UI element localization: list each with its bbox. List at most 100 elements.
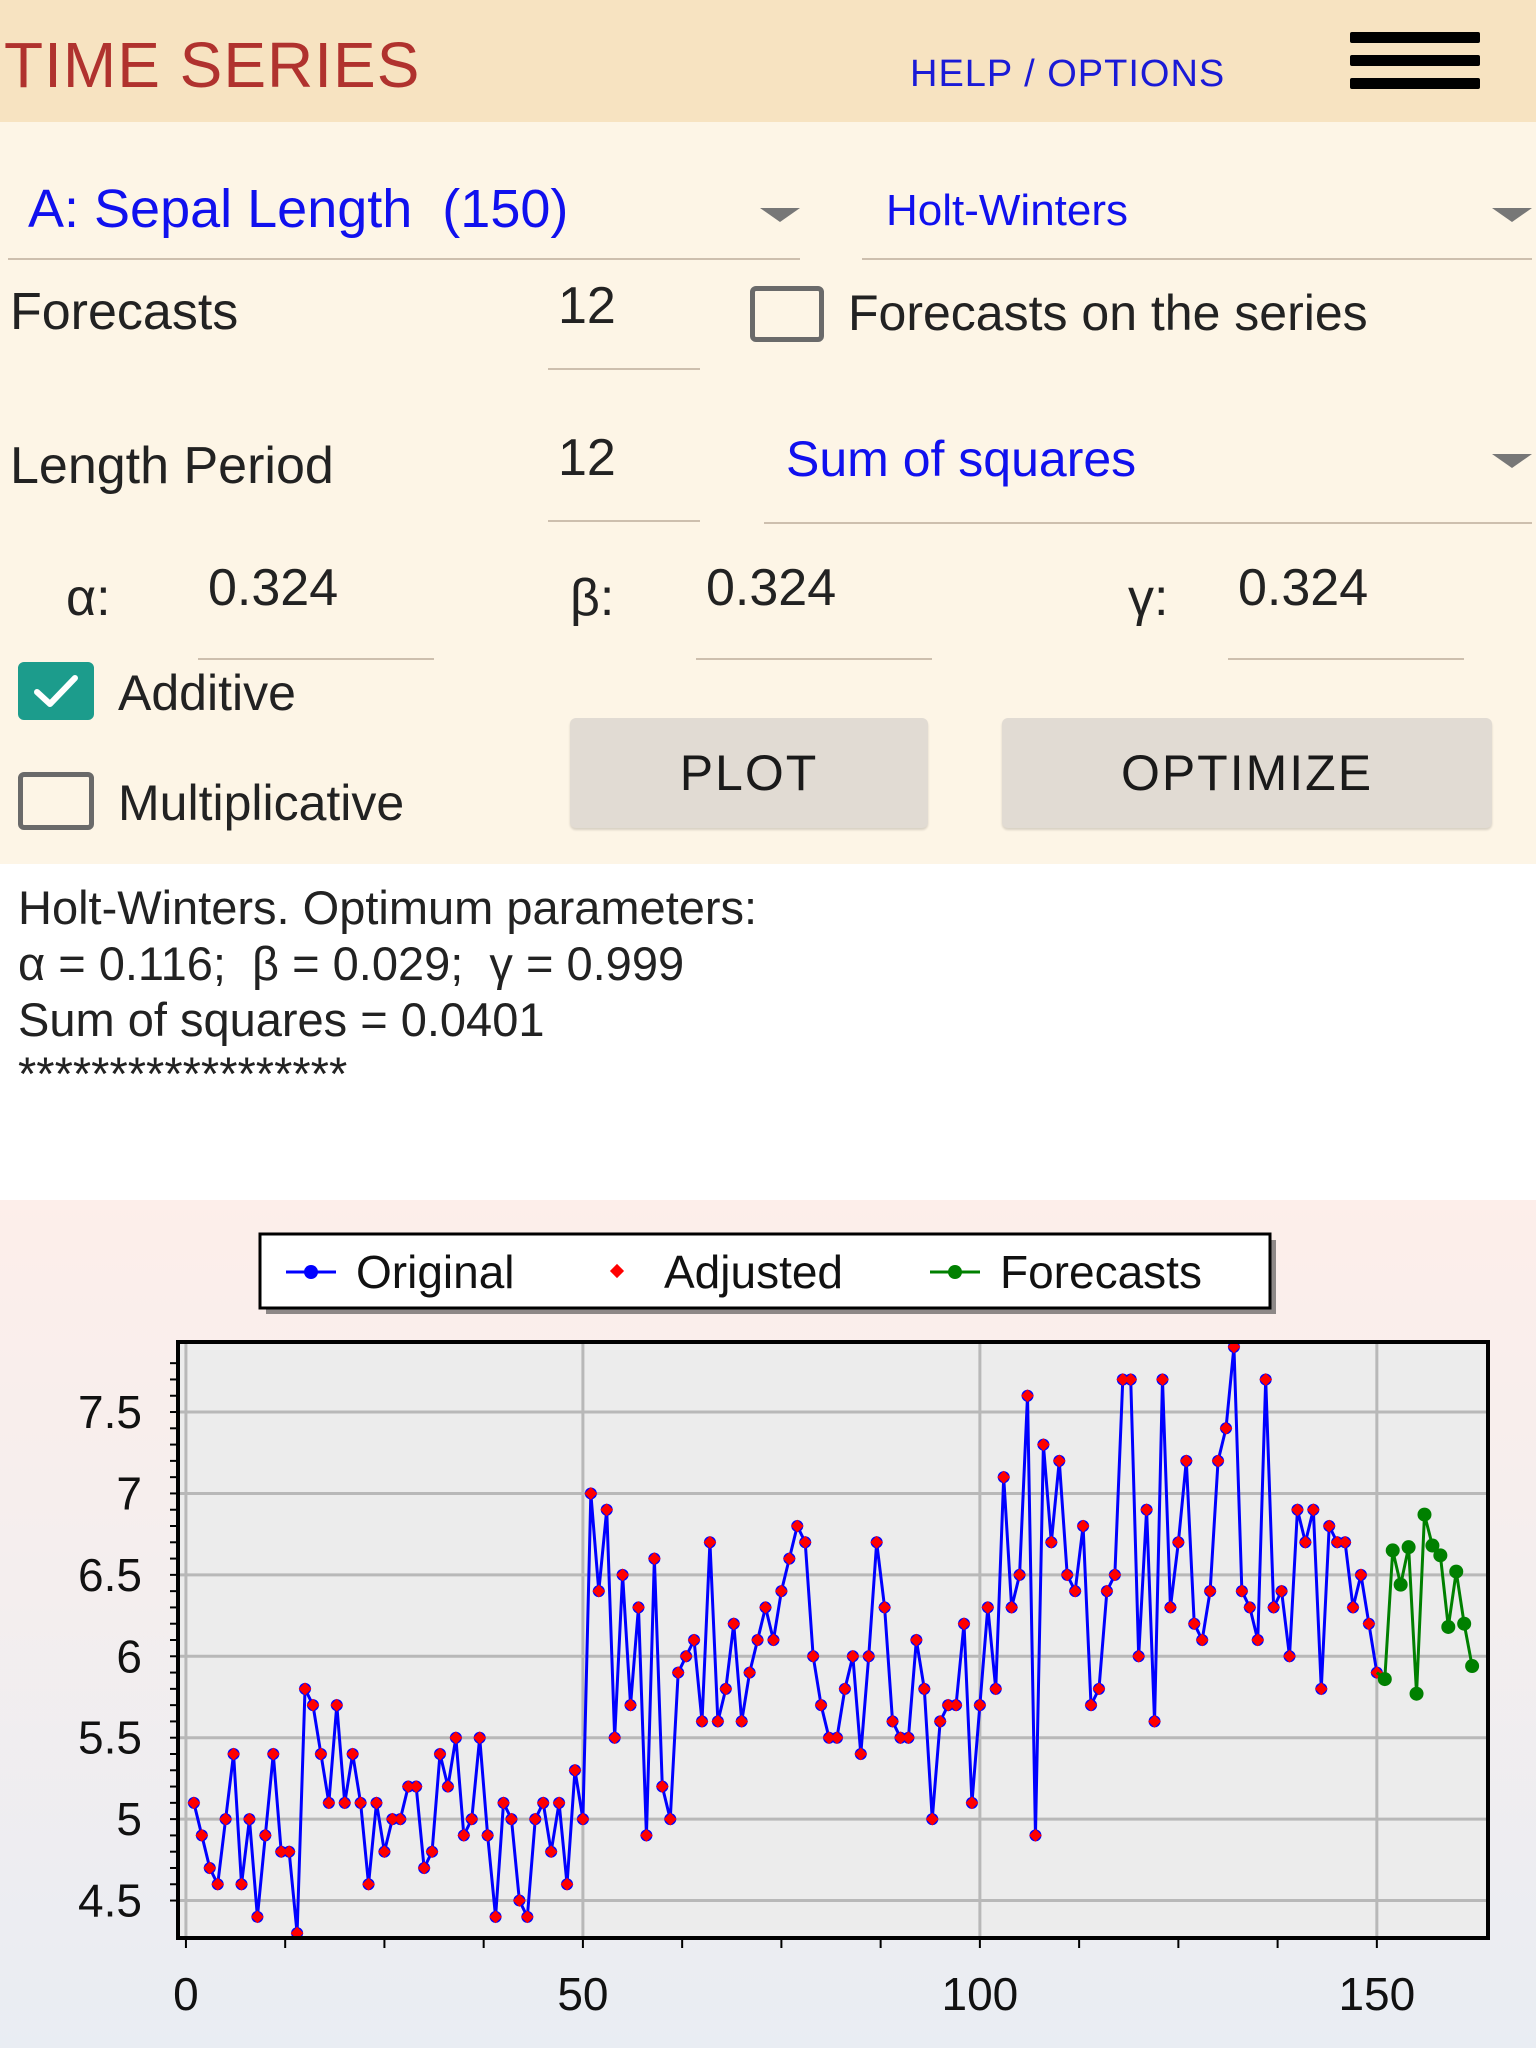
adjusted-point bbox=[1124, 1373, 1138, 1386]
forecast-point bbox=[1441, 1619, 1456, 1634]
legend-original-label: Original bbox=[356, 1246, 515, 1298]
adjusted-point bbox=[790, 1519, 804, 1533]
additive-checkbox[interactable] bbox=[18, 662, 94, 720]
adjusted-point bbox=[520, 1910, 534, 1924]
adjusted-point bbox=[1029, 1829, 1042, 1842]
adjusted-point bbox=[640, 1829, 653, 1842]
gamma-input-value: 0.324 bbox=[1238, 559, 1369, 617]
adjusted-point bbox=[385, 1812, 399, 1826]
forecasts-input[interactable]: 12 bbox=[548, 272, 700, 372]
adjusted-point bbox=[1037, 1438, 1050, 1451]
adjusted-point bbox=[362, 1877, 375, 1891]
alpha-input[interactable]: 0.324 bbox=[198, 552, 434, 662]
app-header: TIME SERIES HELP / OPTIONS bbox=[0, 0, 1536, 122]
time-series-chart: Original Adjusted Forecasts 0 50 100 150 4.5… bbox=[78, 1232, 1490, 2020]
forecast-point bbox=[1401, 1540, 1416, 1555]
results-line-3: Sum of squares = 0.0401 bbox=[18, 993, 545, 1046]
y-tick-label: 5 bbox=[116, 1793, 142, 1845]
adjusted-point bbox=[1164, 1601, 1177, 1614]
forecast-point bbox=[1433, 1548, 1448, 1563]
method-select-value: Holt-Winters bbox=[886, 186, 1129, 235]
plot-button[interactable]: PLOT bbox=[570, 718, 928, 828]
adjusted-point bbox=[489, 1910, 502, 1924]
adjusted-point bbox=[902, 1731, 915, 1745]
beta-input[interactable]: 0.324 bbox=[696, 552, 932, 662]
results-output: Holt-Winters. Optimum parameters: α = 0.… bbox=[0, 864, 1536, 1200]
y-tick-label: 7 bbox=[116, 1467, 142, 1519]
length-period-input-value: 12 bbox=[558, 429, 616, 487]
additive-label: Additive bbox=[118, 665, 296, 721]
hamburger-menu-icon[interactable] bbox=[1340, 26, 1490, 106]
adjusted-point bbox=[1156, 1373, 1169, 1386]
adjusted-point bbox=[314, 1747, 328, 1761]
chevron-down-icon bbox=[1492, 208, 1532, 222]
adjusted-point bbox=[1322, 1519, 1336, 1533]
adjusted-point bbox=[505, 1812, 518, 1826]
adjusted-point bbox=[195, 1829, 209, 1842]
adjusted-point bbox=[663, 1812, 677, 1826]
alpha-label: α: bbox=[66, 569, 111, 627]
adjusted-point bbox=[560, 1877, 574, 1891]
forecast-point bbox=[1377, 1672, 1392, 1687]
adjusted-point bbox=[743, 1666, 757, 1679]
adjusted-point bbox=[528, 1812, 542, 1826]
adjusted-point bbox=[1076, 1519, 1090, 1533]
x-tick-label: 50 bbox=[557, 1968, 608, 2020]
alpha-input-value: 0.324 bbox=[208, 559, 339, 617]
criterion-select-value: Sum of squares bbox=[786, 431, 1137, 487]
forecasts-input-value: 12 bbox=[558, 277, 616, 335]
adjusted-point bbox=[235, 1877, 248, 1891]
adjusted-point bbox=[1259, 1373, 1273, 1386]
series-select[interactable]: A: Sepal Length (150) bbox=[8, 144, 800, 262]
app-title: TIME SERIES bbox=[4, 29, 421, 101]
forecast-point bbox=[1449, 1564, 1464, 1579]
forecast-point bbox=[1457, 1616, 1472, 1631]
adjusted-point bbox=[822, 1731, 836, 1745]
method-select[interactable]: Holt-Winters bbox=[862, 144, 1532, 262]
adjusted-point bbox=[346, 1747, 360, 1761]
adjusted-point bbox=[894, 1731, 907, 1745]
help-options-link[interactable]: HELP / OPTIONS bbox=[910, 53, 1226, 95]
multiplicative-checkbox[interactable] bbox=[18, 772, 94, 830]
plot-background bbox=[178, 1342, 1488, 1938]
x-tick-label: 0 bbox=[173, 1968, 199, 2020]
y-tick-label: 7.5 bbox=[78, 1386, 142, 1438]
adjusted-point bbox=[608, 1731, 622, 1745]
beta-label: β: bbox=[570, 569, 615, 627]
adjusted-point bbox=[1116, 1373, 1130, 1386]
adjusted-point bbox=[759, 1601, 772, 1614]
adjusted-point bbox=[1267, 1601, 1281, 1614]
forecast-point bbox=[1385, 1543, 1400, 1558]
criterion-select[interactable]: Sum of squares bbox=[764, 410, 1532, 526]
legend-adjusted-marker bbox=[609, 1263, 625, 1279]
adjusted-point bbox=[449, 1731, 463, 1745]
adjusted-point bbox=[481, 1829, 495, 1842]
adjusted-point bbox=[266, 1747, 280, 1761]
adjusted-point bbox=[925, 1812, 939, 1826]
results-line-4: ****************** bbox=[18, 1047, 348, 1100]
adjusted-point bbox=[878, 1601, 891, 1614]
gamma-input[interactable]: 0.324 bbox=[1228, 552, 1464, 662]
chevron-down-icon bbox=[1492, 454, 1532, 468]
adjusted-point bbox=[568, 1763, 582, 1777]
length-period-input[interactable]: 12 bbox=[548, 424, 700, 524]
adjusted-point bbox=[211, 1877, 225, 1891]
forecasts-on-series-checkbox[interactable] bbox=[750, 286, 824, 342]
series-select-value: A: Sepal Length (150) bbox=[28, 179, 569, 239]
adjusted-point bbox=[671, 1666, 685, 1679]
gamma-label: γ: bbox=[1128, 569, 1169, 627]
forecast-point bbox=[1465, 1659, 1480, 1674]
adjusted-point bbox=[576, 1812, 590, 1826]
forecast-point bbox=[1417, 1507, 1432, 1522]
chevron-down-icon bbox=[760, 208, 800, 222]
forecast-point bbox=[1409, 1686, 1424, 1701]
x-tick-label: 150 bbox=[1338, 1968, 1415, 2020]
forecasts-label: Forecasts bbox=[10, 283, 239, 341]
adjusted-point bbox=[258, 1829, 272, 1842]
adjusted-point bbox=[513, 1894, 526, 1907]
adjusted-point bbox=[1179, 1454, 1193, 1468]
adjusted-point bbox=[227, 1747, 240, 1761]
y-tick-label: 6.5 bbox=[78, 1549, 142, 1601]
adjusted-point bbox=[1243, 1601, 1257, 1614]
optimize-button[interactable]: OPTIMIZE bbox=[1002, 718, 1492, 828]
